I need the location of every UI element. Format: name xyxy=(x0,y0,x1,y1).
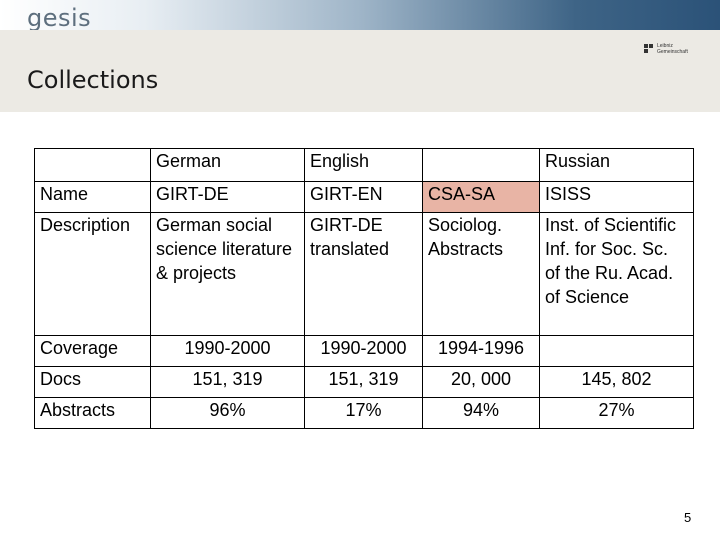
table-cell: 151, 319 xyxy=(150,366,305,398)
table-cell: 20, 000 xyxy=(422,366,540,398)
leibniz-logo: Leibniz Gemeinschaft xyxy=(644,42,694,58)
row-label: Docs xyxy=(34,366,151,398)
table-row: Abstracts 96% 17% 94% 27% xyxy=(34,397,694,429)
table-cell: 27% xyxy=(539,397,694,429)
table-row: Name GIRT-DE GIRT-EN CSA-SA ISISS xyxy=(34,181,694,213)
table-row: Description German social science litera… xyxy=(34,212,694,336)
page-title: Collections xyxy=(27,66,159,94)
table-cell: 1990-2000 xyxy=(150,335,305,367)
table-cell: 1990-2000 xyxy=(304,335,423,367)
table-cell: 96% xyxy=(150,397,305,429)
header-cell: German xyxy=(150,148,305,182)
leibniz-mark-icon xyxy=(644,44,653,53)
table-row: Coverage 1990-2000 1990-2000 1994-1996 xyxy=(34,335,694,367)
header-cell xyxy=(34,148,151,182)
collections-table: German English Russian Name GIRT-DE GIRT… xyxy=(34,148,694,429)
table-cell: 94% xyxy=(422,397,540,429)
header-cell: English xyxy=(304,148,423,182)
header-cell: Russian xyxy=(539,148,694,182)
table-cell: ISISS xyxy=(539,181,694,213)
page-number: 5 xyxy=(684,510,692,525)
table-cell xyxy=(539,335,694,367)
leibniz-line1: Leibniz xyxy=(657,43,673,49)
table-cell: 145, 802 xyxy=(539,366,694,398)
table-row: Docs 151, 319 151, 319 20, 000 145, 802 xyxy=(34,366,694,398)
row-label: Description xyxy=(34,212,151,336)
table-cell: GIRT-EN xyxy=(304,181,423,213)
table-cell: Sociolog. Abstracts xyxy=(422,212,540,336)
header-cell xyxy=(422,148,540,182)
table-cell: GIRT-DE translated xyxy=(304,212,423,336)
table-cell: 151, 319 xyxy=(304,366,423,398)
table-cell: German social science literature & proje… xyxy=(150,212,305,336)
header-bar xyxy=(0,0,720,30)
row-label: Coverage xyxy=(34,335,151,367)
title-band xyxy=(0,30,720,112)
table-header-row: German English Russian xyxy=(34,148,694,182)
table-cell: Inst. of Scientific Inf. for Soc. Sc. of… xyxy=(539,212,694,336)
table-cell-highlighted: CSA-SA xyxy=(422,181,540,213)
table-cell: 17% xyxy=(304,397,423,429)
row-label: Name xyxy=(34,181,151,213)
row-label: Abstracts xyxy=(34,397,151,429)
table-cell: 1994-1996 xyxy=(422,335,540,367)
gesis-logo: gesis xyxy=(27,4,92,32)
leibniz-line2: Gemeinschaft xyxy=(657,49,688,55)
table-cell: GIRT-DE xyxy=(150,181,305,213)
